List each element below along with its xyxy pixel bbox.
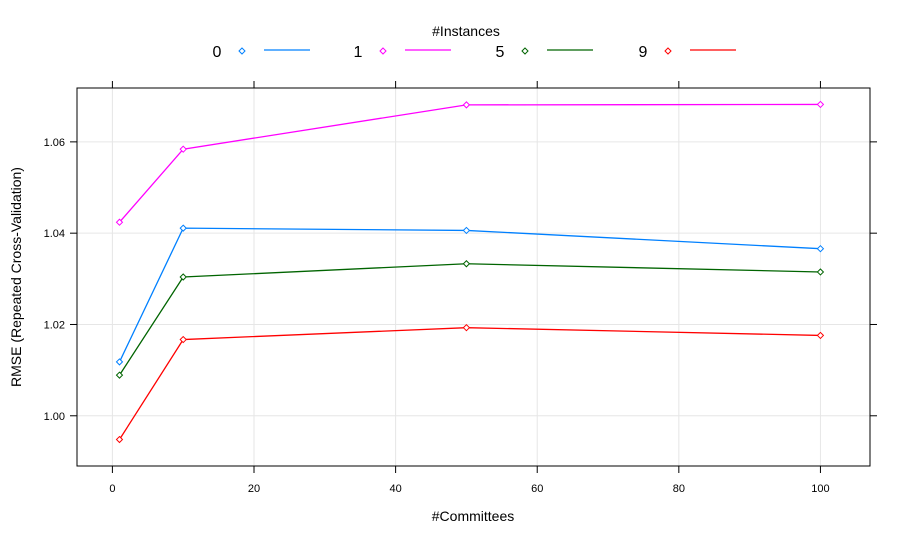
data-point-9	[115, 435, 124, 444]
data-point-0	[816, 244, 825, 253]
y-tick-label: 1.06	[44, 137, 65, 149]
data-point-9	[816, 331, 825, 340]
axis-ticks: 0 20 40 60 80 100 1.00 1.02 1.04 1.06	[44, 81, 877, 495]
legend-item-0: 0	[213, 44, 310, 61]
legend-marker	[379, 47, 387, 55]
series-5	[115, 260, 825, 379]
legend-label: 0	[213, 44, 222, 61]
x-tick-label: 100	[811, 483, 829, 495]
series-0	[115, 224, 825, 366]
data-point-1	[115, 218, 124, 226]
data-point-9	[462, 323, 471, 332]
series-1	[115, 100, 825, 226]
series-lines	[115, 100, 825, 444]
data-point-0	[179, 224, 187, 232]
x-axis-title: #Committees	[432, 508, 514, 524]
x-tick-label: 40	[389, 483, 401, 495]
legend: #Instances 0 1 5 9	[213, 23, 736, 61]
y-axis-title: RMSE (Repeated Cross-Validation)	[8, 167, 24, 387]
data-point-5	[179, 273, 187, 281]
legend-item-1: 1	[354, 44, 451, 61]
legend-marker	[521, 47, 529, 55]
plot-frame	[76, 87, 871, 467]
legend-marker	[238, 47, 246, 55]
x-tick-label: 0	[109, 483, 115, 495]
x-tick-label: 20	[248, 483, 260, 495]
data-point-5	[462, 260, 471, 268]
legend-label: 5	[496, 44, 505, 61]
series-line-9	[118, 327, 821, 440]
y-tick-label: 1.00	[44, 411, 65, 423]
x-tick-label: 60	[531, 483, 543, 495]
data-point-0	[462, 226, 471, 235]
data-point-9	[179, 335, 187, 344]
series-line-0	[118, 227, 821, 363]
series-9	[115, 323, 825, 444]
series-line-1	[118, 103, 821, 223]
y-tick-label: 1.04	[44, 228, 65, 240]
data-point-1	[816, 100, 825, 109]
legend-label: 1	[354, 44, 363, 61]
grid-lines	[77, 88, 870, 466]
data-point-1	[179, 145, 187, 153]
series-line-5	[118, 263, 821, 376]
data-point-0	[115, 358, 124, 366]
y-tick-label: 1.02	[44, 319, 65, 331]
data-point-5	[816, 268, 825, 276]
x-tick-label: 80	[673, 483, 685, 495]
data-point-5	[115, 371, 124, 379]
legend-item-5: 5	[496, 44, 593, 61]
legend-label: 9	[639, 44, 648, 61]
data-point-1	[462, 101, 471, 109]
legend-title: #Instances	[432, 23, 500, 39]
legend-item-9: 9	[639, 44, 736, 61]
legend-marker	[664, 47, 672, 55]
